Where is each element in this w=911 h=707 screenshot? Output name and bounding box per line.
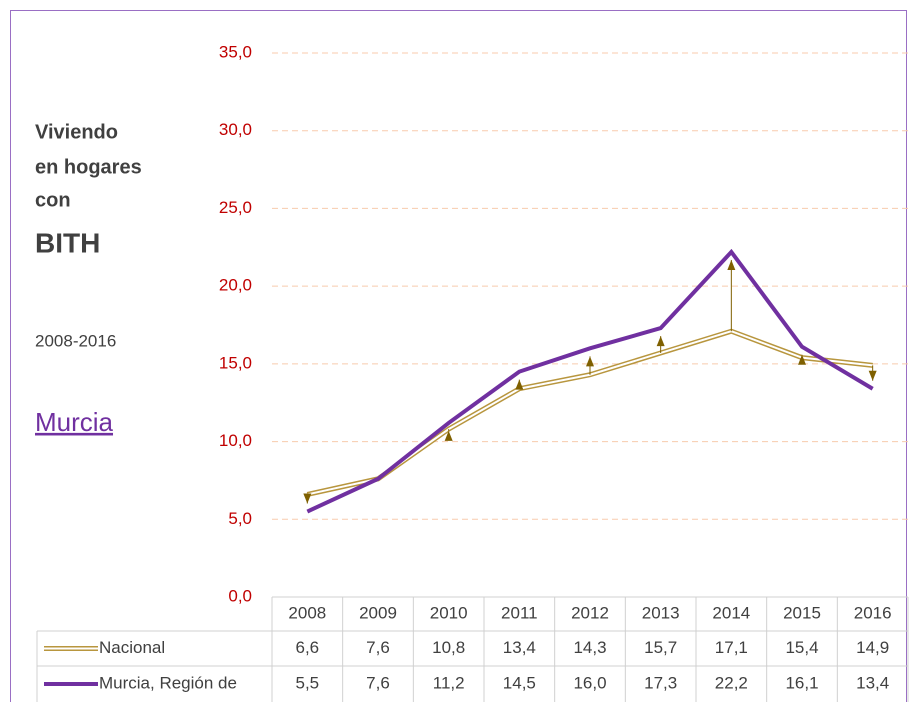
table-value: 7,6: [366, 673, 390, 692]
y-tick-label: 5,0: [228, 509, 252, 528]
table-value: 22,2: [715, 673, 748, 692]
x-tick-label: 2008: [288, 603, 326, 622]
y-tick-label: 0,0: [228, 586, 252, 605]
legend-label: Nacional: [99, 638, 165, 657]
frame: [10, 10, 907, 707]
x-tick-label: 2015: [783, 603, 821, 622]
arrow-head: [868, 370, 877, 381]
y-tick-label: 35,0: [219, 42, 252, 61]
x-tick-label: 2014: [712, 603, 750, 622]
table-value: 16,0: [573, 673, 606, 692]
x-tick-label: 2012: [571, 603, 609, 622]
x-tick-label: 2010: [430, 603, 468, 622]
y-tick-label: 15,0: [219, 353, 252, 372]
table-value: 14,5: [503, 673, 536, 692]
x-tick-label: 2013: [642, 603, 680, 622]
arrow-head: [586, 356, 594, 367]
y-tick-label: 10,0: [219, 431, 252, 450]
line: [306, 248, 874, 514]
table-value: 14,3: [573, 638, 606, 657]
legend-label: Murcia, Región de: [99, 673, 237, 692]
y-tick-label: 30,0: [219, 120, 252, 139]
y-tick-label: 25,0: [219, 198, 252, 217]
table-value: 13,4: [503, 638, 536, 657]
table-value: 10,8: [432, 638, 465, 657]
table-value: 13,4: [856, 673, 889, 692]
table-value: 6,6: [296, 638, 320, 657]
arrow-head: [727, 259, 736, 270]
title-line: en hogares: [35, 156, 142, 178]
table-value: 11,2: [433, 673, 465, 692]
title-line: con: [35, 189, 71, 211]
arrow-head: [444, 430, 453, 441]
title-emphasis: BITH: [35, 227, 100, 258]
table-value: 7,6: [366, 638, 390, 657]
arrow-head: [515, 379, 524, 390]
table-value: 5,5: [296, 673, 320, 692]
table-value: 15,7: [644, 638, 677, 657]
x-tick-label: 2009: [359, 603, 397, 622]
x-tick-label: 2016: [854, 603, 892, 622]
title-line: Viviendo: [35, 121, 118, 143]
arrow-head: [798, 354, 806, 365]
table-value: 17,1: [715, 638, 748, 657]
x-tick-label: 2011: [501, 603, 538, 622]
region-link[interactable]: Murcia: [35, 407, 114, 437]
arrow-head: [656, 336, 665, 347]
table-value: 17,3: [644, 673, 677, 692]
y-tick-label: 20,0: [219, 276, 252, 295]
table-value: 14,9: [856, 638, 889, 657]
table-value: 16,1: [785, 673, 818, 692]
subtitle: 2008-2016: [35, 331, 116, 350]
arrow-head: [303, 493, 312, 504]
table-value: 15,4: [785, 638, 818, 657]
